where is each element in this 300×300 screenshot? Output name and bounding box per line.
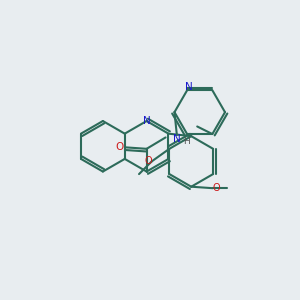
Text: O: O — [144, 156, 152, 167]
Text: H: H — [184, 136, 190, 146]
Text: O: O — [116, 142, 124, 152]
Text: N: N — [143, 116, 151, 126]
Text: N: N — [173, 134, 181, 144]
Text: N: N — [185, 82, 193, 92]
Text: O: O — [213, 183, 220, 193]
